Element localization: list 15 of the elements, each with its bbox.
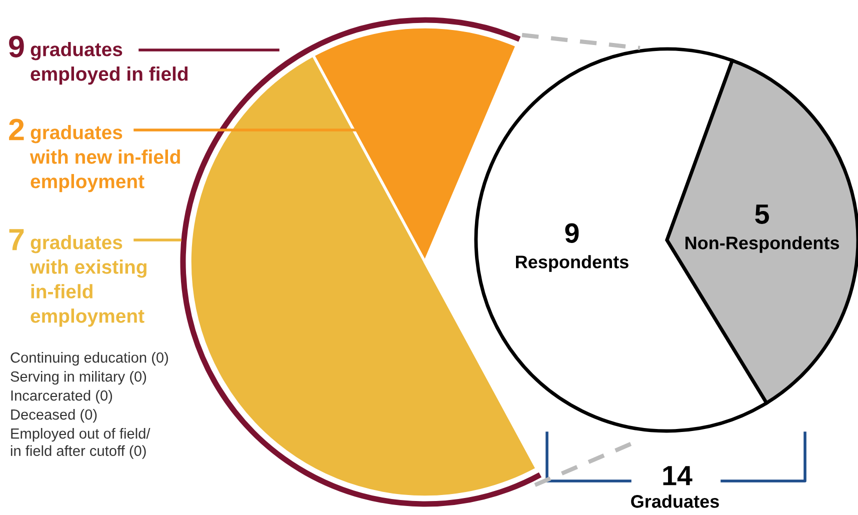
text: Incarcerated (0) (11, 390, 112, 404)
slice-label: graduates with new in-field employment (30, 125, 180, 192)
text: Employed out of field/ in field after cutoff (0) (10, 428, 150, 459)
data-label: 2 (9, 118, 24, 140)
text: 9 graduates employed in field (9, 36, 188, 85)
slice-label: graduates with existing in-field employment (30, 235, 146, 327)
text: 14 Graduates (631, 466, 719, 508)
data-label: 5 (755, 204, 769, 224)
text: Serving in military (0) (10, 371, 146, 385)
text: Continuing education (0) (10, 352, 168, 366)
data-label: 9 (565, 223, 579, 243)
data-label: 7 (9, 229, 24, 250)
slice-label: Respondents (516, 255, 628, 272)
text: Deceased (0) (11, 409, 97, 423)
slice-label: Non-Respondents (686, 236, 840, 253)
